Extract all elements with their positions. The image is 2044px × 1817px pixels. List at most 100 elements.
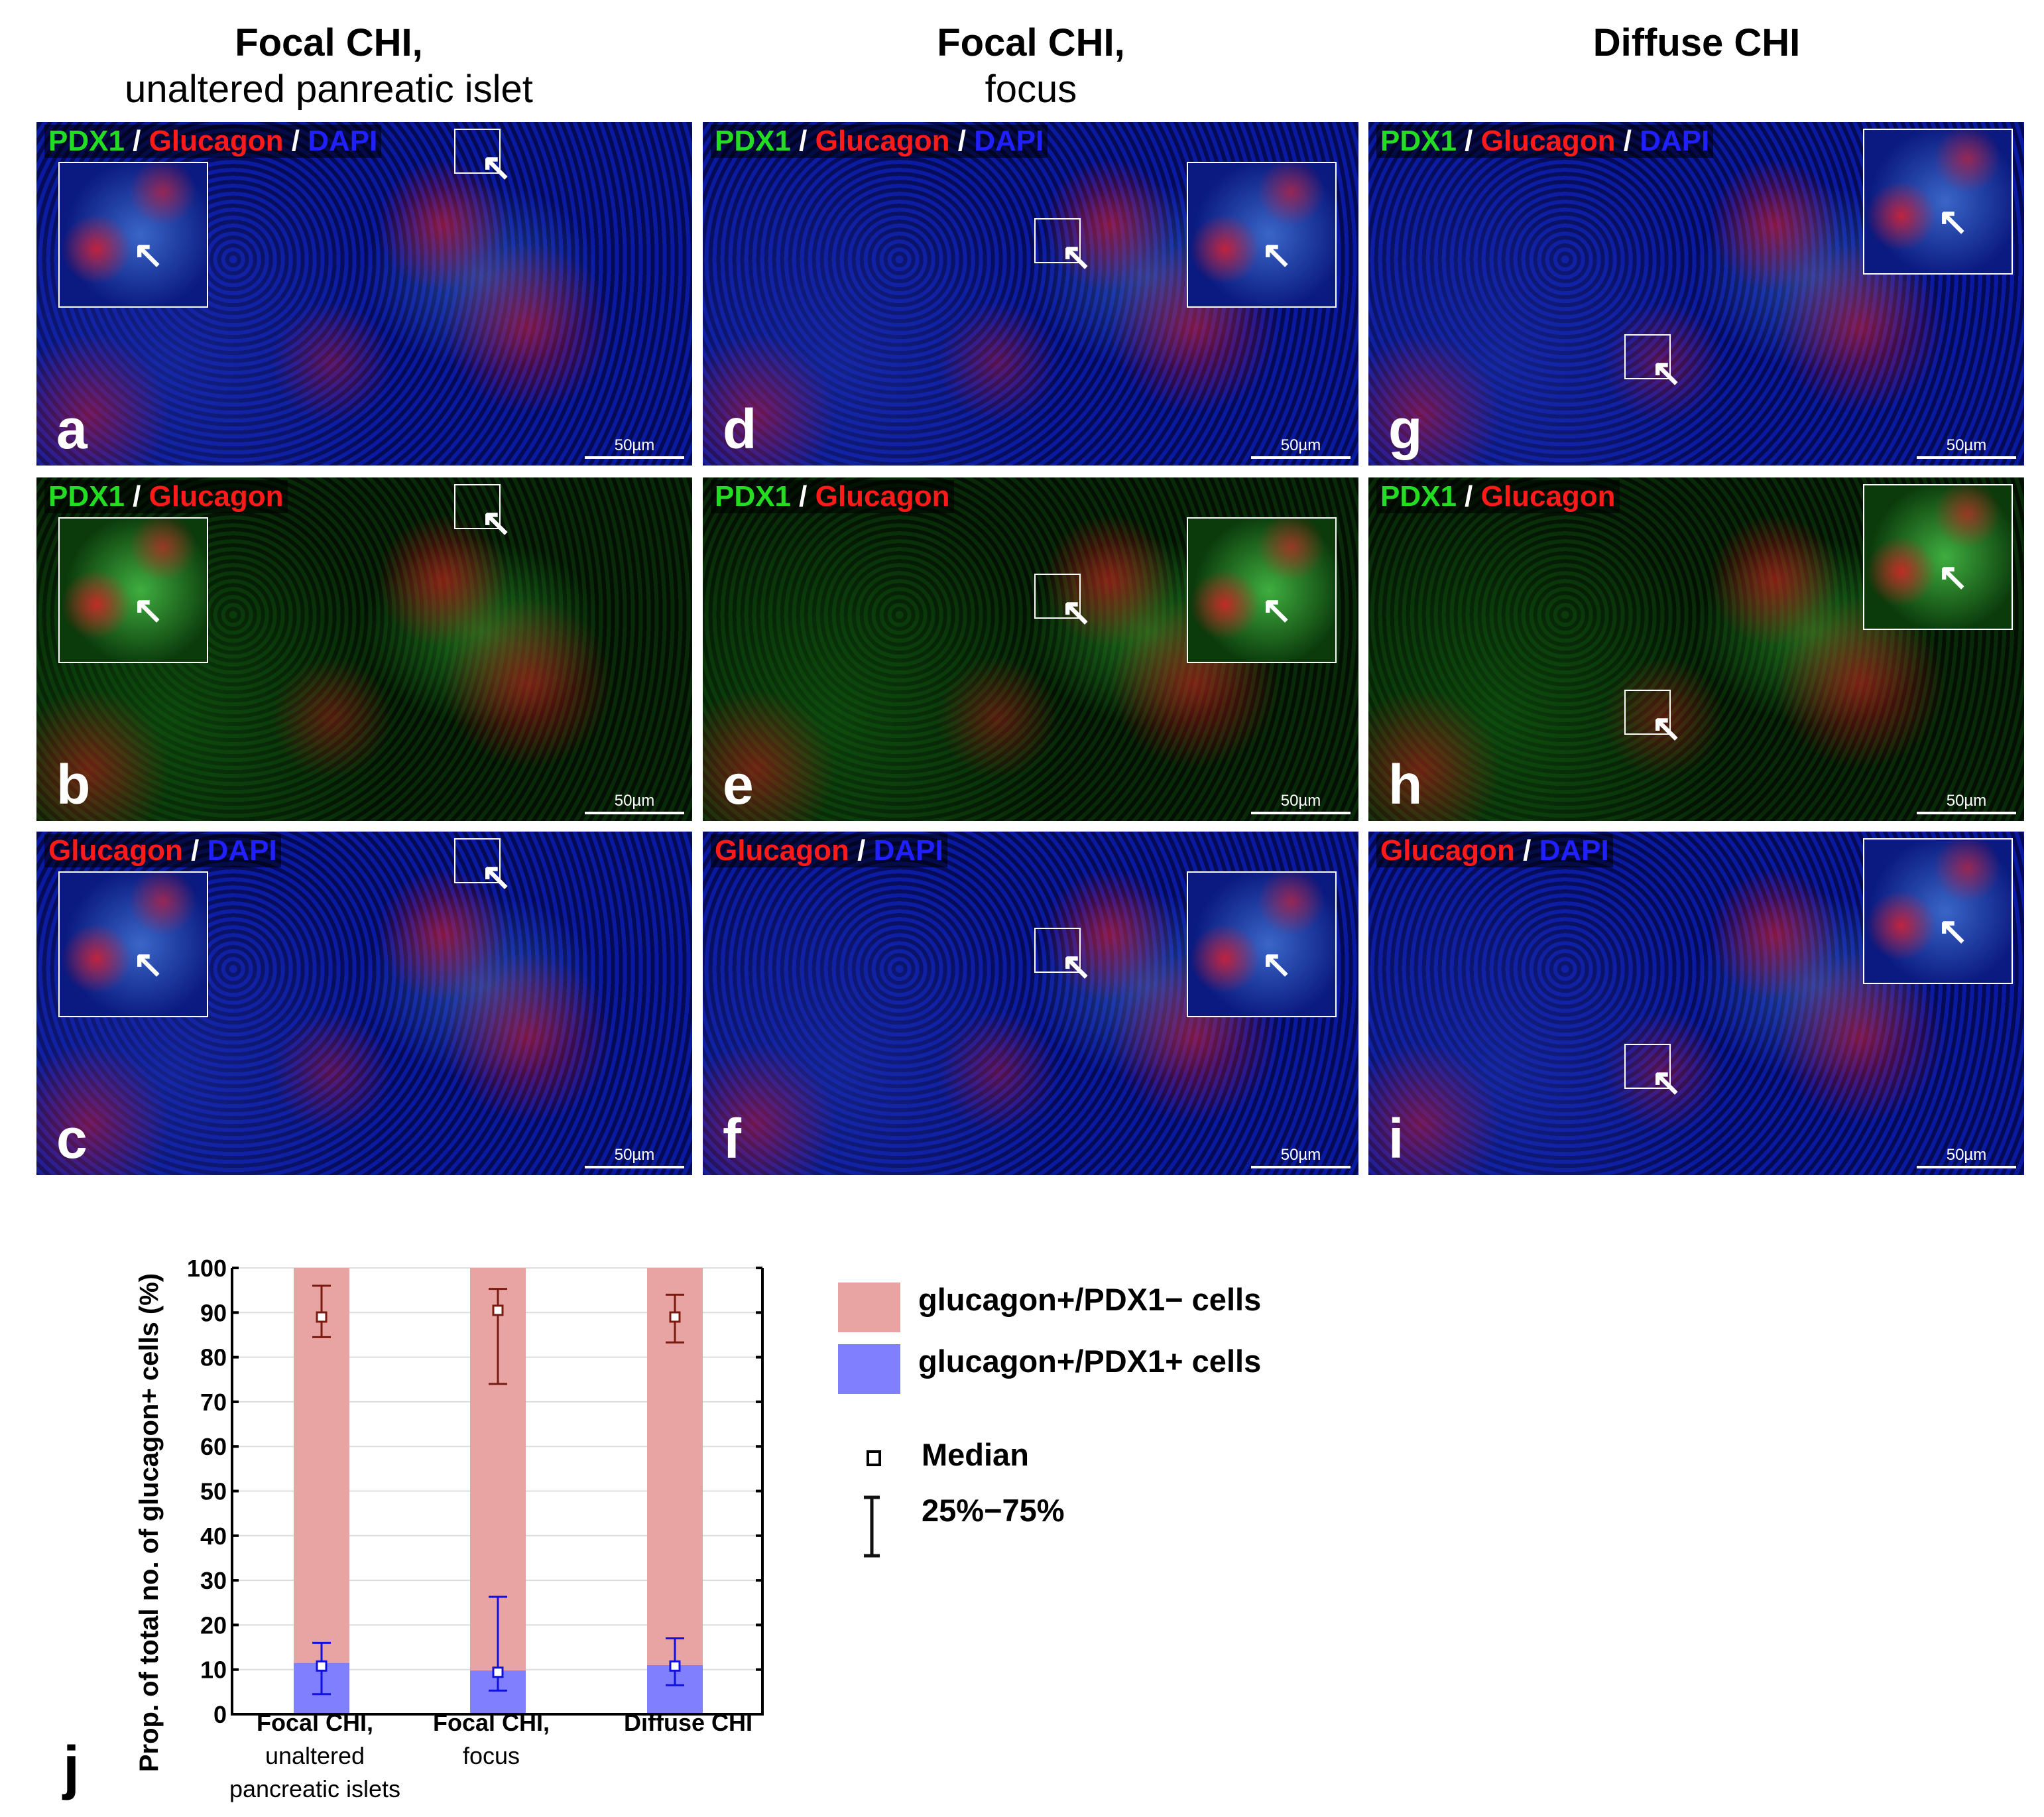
- scale-bar: 50µm: [1251, 1146, 1351, 1168]
- x-category-label: pancreatic islets: [229, 1775, 400, 1802]
- scale-bar: 50µm: [585, 1146, 684, 1168]
- stain-glucagon: Glucagon: [1480, 480, 1616, 513]
- scale-bar: 50µm: [1917, 436, 2016, 459]
- stain-separator: /: [124, 125, 149, 157]
- inset-region-box: [1624, 690, 1671, 735]
- zoom-inset: ↖: [1863, 484, 2013, 630]
- inset-region-box: [1624, 334, 1671, 379]
- column-title-main: Focal CHI,: [937, 21, 1125, 64]
- y-tick-label: 0: [213, 1701, 227, 1728]
- stain-pdx1: PDX1: [1380, 125, 1457, 157]
- scale-label: 50µm: [1946, 1146, 1987, 1164]
- inset-region-box: [1034, 928, 1081, 973]
- stain-label: PDX1 / Glucagon / DAPI: [1376, 125, 1714, 158]
- arrow-icon: ↖: [481, 855, 512, 897]
- stain-label: PDX1 / Glucagon / DAPI: [44, 125, 382, 158]
- zoom-inset: ↖: [58, 517, 208, 663]
- scale-label: 50µm: [614, 436, 655, 454]
- micrograph-panel-f: Glucagon / DAPI ↖ ↖ f 50µm: [703, 832, 1358, 1175]
- stain-separator: /: [849, 834, 874, 867]
- stain-separator: /: [1456, 125, 1481, 157]
- legend-label-median: Median: [922, 1437, 1029, 1472]
- zoom-inset: ↖: [1187, 517, 1337, 663]
- stain-label: PDX1 / Glucagon: [711, 480, 954, 513]
- stain-separator: /: [1615, 125, 1640, 157]
- arrow-icon: ↖: [1061, 945, 1092, 987]
- micrograph-panel-h: PDX1 / Glucagon ↖ ↖ h 50µm: [1368, 477, 2024, 821]
- stain-dapi: DAPI: [207, 834, 277, 867]
- panel-letter-j: j: [63, 1735, 80, 1801]
- arrow-icon: ↖: [1261, 943, 1292, 985]
- legend-swatch-pdx1-pos: [838, 1344, 900, 1394]
- scale-label: 50µm: [1946, 436, 1987, 454]
- panel-letter: a: [56, 398, 88, 460]
- y-tick-label: 70: [200, 1389, 227, 1416]
- chart-axes: [231, 1268, 764, 1716]
- scale-label: 50µm: [1280, 792, 1321, 810]
- panel-letter: h: [1388, 753, 1423, 816]
- stain-dapi: DAPI: [974, 125, 1044, 157]
- arrow-icon: ↖: [1651, 707, 1682, 749]
- stain-label: PDX1 / Glucagon: [44, 480, 288, 513]
- median-marker: [492, 1304, 504, 1316]
- stain-separator: /: [949, 125, 975, 157]
- column-title-1: Focal CHI, focus: [699, 20, 1362, 113]
- stain-label: Glucagon / DAPI: [711, 834, 947, 867]
- legend-label-pdx1-pos: glucagon+/PDX1+ cells: [918, 1344, 1262, 1379]
- arrow-icon: ↖: [481, 501, 512, 543]
- stain-dapi: DAPI: [1539, 834, 1609, 867]
- stain-separator: /: [283, 125, 308, 157]
- scale-label: 50µm: [1280, 1146, 1321, 1164]
- stain-label: PDX1 / Glucagon: [1376, 480, 1620, 513]
- stain-glucagon: Glucagon: [715, 834, 849, 867]
- stain-pdx1: PDX1: [715, 480, 791, 513]
- arrow-icon: ↖: [133, 589, 164, 631]
- scale-bar: 50µm: [585, 436, 684, 459]
- inset-region-box: [1624, 1044, 1671, 1089]
- legend-label-pdx1-neg: glucagon+/PDX1− cells: [918, 1282, 1262, 1317]
- scale-bar: 50µm: [585, 792, 684, 814]
- stain-dapi: DAPI: [308, 125, 378, 157]
- column-subtitle: focus: [985, 68, 1077, 111]
- stain-glucagon: Glucagon: [48, 834, 183, 867]
- iqr-legend-icon: [864, 1495, 880, 1558]
- panel-letter: c: [56, 1107, 88, 1170]
- arrow-icon: ↖: [1261, 233, 1292, 275]
- arrow-icon: ↖: [1651, 1061, 1682, 1103]
- median-marker: [669, 1660, 681, 1672]
- stain-pdx1: PDX1: [48, 480, 125, 513]
- inset-region-box: [1034, 574, 1081, 619]
- arrow-icon: ↖: [1937, 910, 1968, 952]
- arrow-icon: ↖: [1937, 556, 1968, 597]
- scale-bar: 50µm: [1251, 792, 1351, 814]
- stain-pdx1: PDX1: [715, 125, 791, 157]
- stain-glucagon: Glucagon: [815, 125, 950, 157]
- stain-separator: /: [1456, 480, 1481, 513]
- stain-label: PDX1 / Glucagon / DAPI: [711, 125, 1048, 158]
- panel-letter: d: [723, 398, 757, 460]
- y-tick-label: 50: [200, 1478, 227, 1505]
- stain-glucagon: Glucagon: [815, 480, 950, 513]
- legend-label-iqr: 25%−75%: [922, 1493, 1065, 1528]
- micrograph-panel-c: Glucagon / DAPI ↖ ↖ c 50µm: [36, 832, 692, 1175]
- column-subtitle: unaltered panreatic islet: [125, 68, 533, 111]
- stain-dapi: DAPI: [1640, 125, 1710, 157]
- y-tick-label: 100: [187, 1255, 227, 1282]
- panel-letter: f: [723, 1107, 741, 1170]
- stain-pdx1: PDX1: [1380, 480, 1457, 513]
- y-axis-label: Prop. of total no. of glucagon+ cells (%…: [135, 1273, 164, 1772]
- legend-swatch-pdx1-neg: [838, 1283, 900, 1332]
- y-tick-label: 60: [200, 1433, 227, 1460]
- arrow-icon: ↖: [1651, 351, 1682, 393]
- median-marker: [316, 1660, 328, 1672]
- inset-region-box: [454, 484, 501, 529]
- arrow-icon: ↖: [1061, 235, 1092, 277]
- column-title-main: Diffuse CHI: [1593, 21, 1801, 64]
- y-tick-label: 40: [200, 1523, 227, 1550]
- scale-label: 50µm: [614, 1146, 655, 1164]
- panel-letter: g: [1388, 398, 1423, 460]
- column-title-main: Focal CHI,: [235, 21, 423, 64]
- scale-label: 50µm: [1280, 436, 1321, 454]
- median-legend-icon: [867, 1450, 881, 1466]
